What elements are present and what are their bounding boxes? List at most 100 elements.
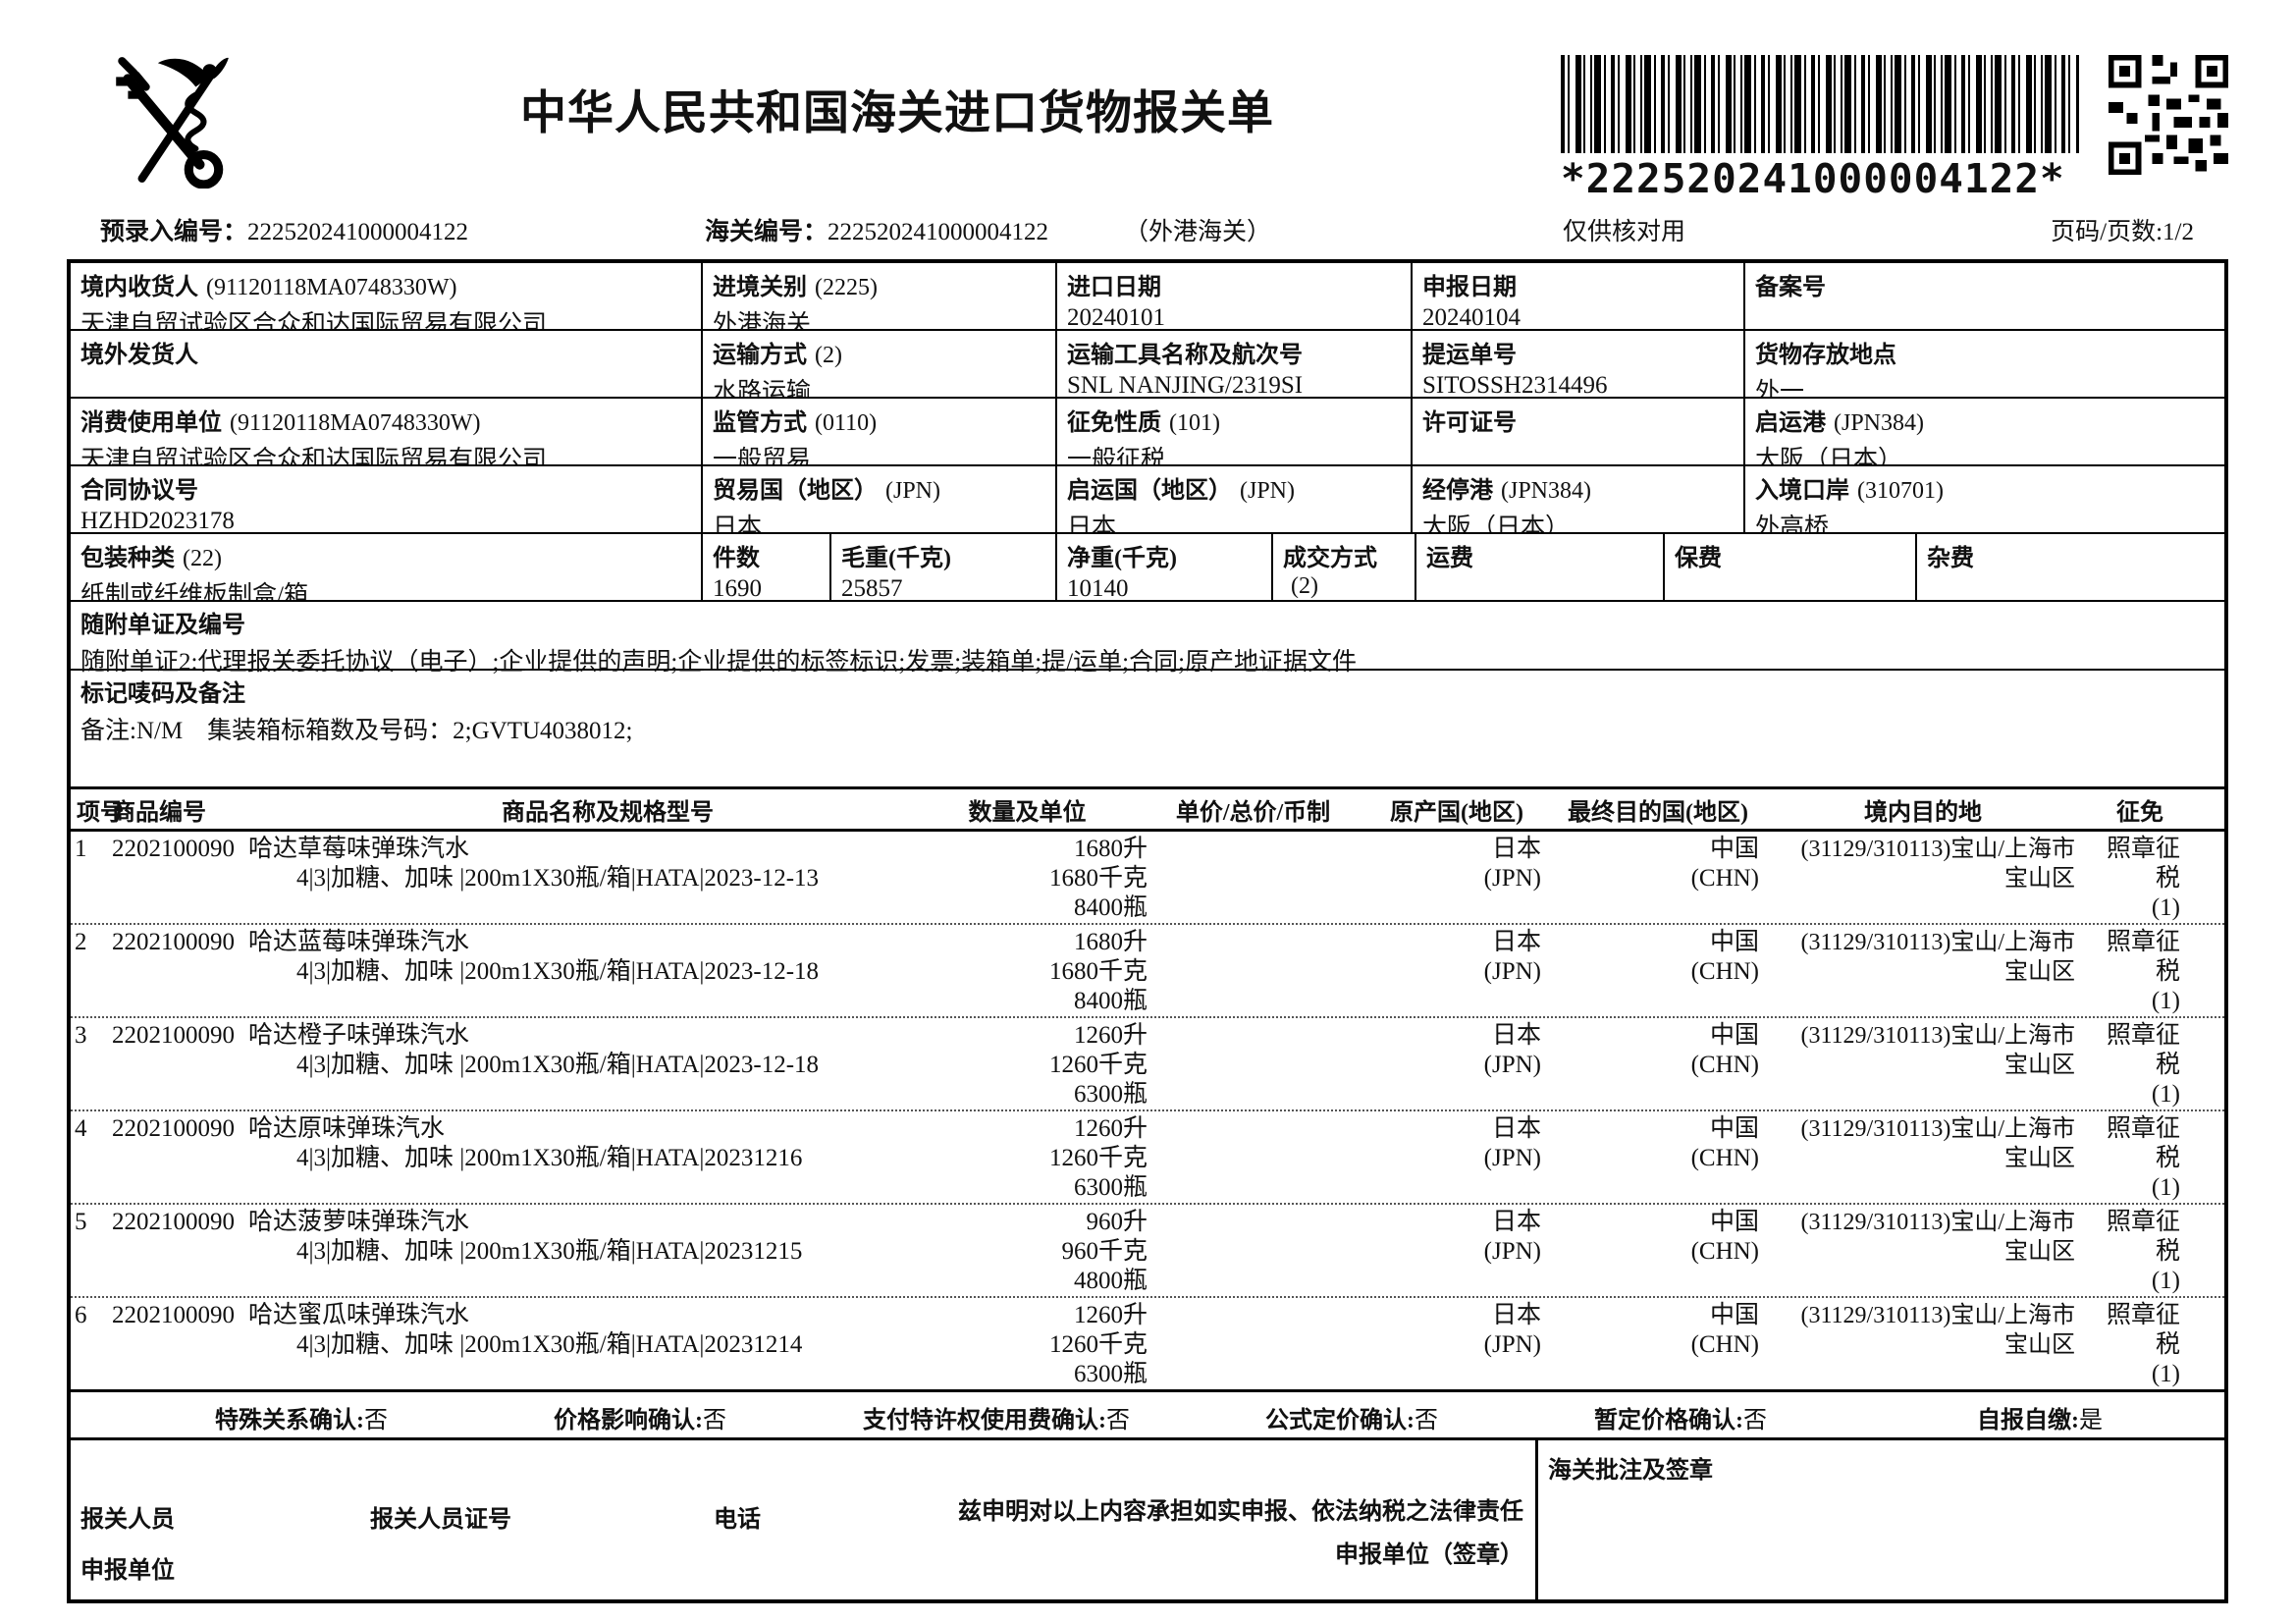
- col-levy: 征免: [2116, 799, 2163, 826]
- item-no: 4: [75, 1115, 87, 1142]
- item-quantity: 960升 960千克 4800瓶: [1061, 1209, 1148, 1294]
- item-dest-country: 中国 (CHN): [1690, 836, 1759, 892]
- confirm-self-declare-pay: 自报自缴:是: [1977, 1408, 2103, 1434]
- item-code: 2202100090: [112, 1022, 235, 1049]
- item-quantity: 1680升 1680千克 8400瓶: [1048, 929, 1148, 1014]
- col-dest-country: 最终目的国(地区): [1568, 799, 1748, 826]
- confirm-special-relation: 特殊关系确认:否: [215, 1408, 388, 1434]
- item-origin-country: 日本 (JPN): [1483, 1302, 1541, 1358]
- field-bl-no: 提运单号 SITOSSH2314496: [1411, 331, 1743, 397]
- item-goods: 2202100090 哈达菠萝味弹珠汽水 4|3|加糖、加味 |200m1X30瓶…: [112, 1208, 907, 1296]
- customs-number: 海关编号：222520241000004122: [705, 212, 1048, 247]
- declare-unit-label: 申报单位: [80, 1558, 175, 1584]
- info-row-4: 合同协议号 HZHD2023178 贸易国（地区） (JPN) 日本 启运国（地区…: [71, 466, 2224, 534]
- item-origin-country: 日本 (JPN): [1483, 929, 1541, 985]
- item-price: [1148, 1114, 1359, 1203]
- item-code: 2202100090: [112, 1115, 235, 1142]
- field-record-no: 备案号: [1743, 263, 2224, 329]
- field-misc-fees: 杂费: [1915, 534, 2224, 600]
- item-spec: 4|3|加糖、加味 |200m1X30瓶/箱|HATA|2023-12-13: [296, 865, 820, 892]
- declaration-form: 境内收货人 (91120118MA0748330W) 天津自贸试验区合众和达国际贸…: [67, 259, 2228, 1603]
- items-table-header: 项号 商品编号 商品名称及规格型号 数量及单位 单价/总价/币制 原产国(地区)…: [71, 789, 2224, 832]
- item-no: 2: [75, 929, 87, 955]
- item-goods: 2202100090 哈达蜜瓜味弹珠汽水 4|3|加糖、加味 |200m1X30瓶…: [112, 1301, 907, 1389]
- customs-number-value: 222520241000004122: [828, 219, 1049, 245]
- item-domestic-dest: (31129/310113)宝山/上海市 宝山区: [1800, 837, 2075, 892]
- field-consumer-unit: 消费使用单位 (91120118MA0748330W) 天津自贸试验区合众和达国际…: [80, 410, 548, 464]
- item-no: 3: [75, 1022, 87, 1049]
- item-quantity: 1260升 1260千克 6300瓶: [1048, 1022, 1148, 1108]
- item-dest-country: 中国 (CHN): [1690, 1209, 1759, 1265]
- barcode-text: *222520241000004122*: [1561, 155, 2065, 202]
- item-levy-mode: 照章征税 (1): [2106, 836, 2180, 921]
- col-domestic-dest: 境内目的地: [1864, 799, 1982, 826]
- customs-number-label: 海关编号：: [705, 219, 828, 245]
- items-body: 1 2202100090 哈达草莓味弹珠汽水 4|3|加糖、加味 |200m1X3…: [71, 832, 2224, 1389]
- document-header: 中华人民共和国海关进口货物报关单 *222520241000004122*: [67, 0, 2228, 202]
- item-levy-mode: 照章征税 (1): [2106, 929, 2180, 1014]
- item-name: 哈达菠萝味弹珠汽水: [248, 1209, 470, 1235]
- item-levy-mode: 照章征税 (1): [2106, 1302, 2180, 1387]
- item-levy-mode: 照章征税 (1): [2106, 1022, 2180, 1108]
- table-row: 2 2202100090 哈达蓝莓味弹珠汽水 4|3|加糖、加味 |200m1X3…: [71, 923, 2224, 1016]
- pre-entry-label: 预录入编号：: [100, 219, 248, 245]
- col-origin-country: 原产国(地区): [1390, 799, 1523, 826]
- col-quantity-unit: 数量及单位: [968, 799, 1087, 826]
- item-origin-country: 日本 (JPN): [1483, 836, 1541, 892]
- customs-emblem-icon: [116, 57, 229, 189]
- confirm-formula-pricing: 公式定价确认:否: [1265, 1408, 1438, 1434]
- item-spec: 4|3|加糖、加味 |200m1X30瓶/箱|HATA|2023-12-18: [296, 1052, 820, 1078]
- field-license-no: 许可证号: [1411, 399, 1743, 464]
- field-trade-country: 贸易国（地区） (JPN) 日本: [701, 466, 1055, 532]
- pre-entry-value: 222520241000004122: [247, 219, 469, 245]
- meta-row: 预录入编号：222520241000004122 海关编号：2225202410…: [67, 212, 2228, 251]
- field-transit-port: 经停港 (JPN384) 大阪（日本）: [1411, 466, 1743, 532]
- field-storage-place: 货物存放地点 外一: [1743, 331, 2224, 397]
- confirm-price-influence: 价格影响确认:否: [554, 1408, 726, 1434]
- item-origin-country: 日本 (JPN): [1483, 1209, 1541, 1265]
- field-transaction-mode: 成交方式(2) C&F: [1271, 534, 1415, 600]
- field-declare-date: 申报日期 20240104: [1411, 263, 1743, 329]
- item-origin-country: 日本 (JPN): [1483, 1115, 1541, 1171]
- declare-unit-seal-label: 申报单位（签章）: [1335, 1542, 1523, 1568]
- page-title: 中华人民共和国海关进口货物报关单: [520, 88, 1274, 139]
- check-note: 仅供核对用: [1563, 219, 1686, 245]
- table-row: 5 2202100090 哈达菠萝味弹珠汽水 4|3|加糖、加味 |200m1X3…: [71, 1203, 2224, 1296]
- field-insurance: 保费: [1663, 534, 1915, 600]
- info-row-2: 境外发货人 运输方式 (2) 水路运输 运输工具名称及航次号 SNL NANJIN…: [71, 331, 2224, 399]
- item-spec: 4|3|加糖、加味 |200m1X30瓶/箱|HATA|20231214: [296, 1331, 803, 1358]
- col-item-no: 项号: [77, 799, 124, 826]
- item-quantity: 1260升 1260千克 6300瓶: [1048, 1302, 1148, 1387]
- field-entry-port: 入境口岸 (310701) 外高桥: [1743, 466, 2224, 532]
- item-dest-country: 中国 (CHN): [1690, 1302, 1759, 1358]
- declarant-box: 报关人员 报关人员证号 电话 兹申明对以上内容承担如实申报、依法纳税之法律责任 …: [71, 1440, 1538, 1599]
- field-transport-mode: 运输方式 (2) 水路运输: [701, 331, 1055, 397]
- field-package-type: 包装种类 (22) 纸制或纤维板制盒/箱: [80, 546, 308, 600]
- item-quantity: 1260升 1260千克 6300瓶: [1048, 1115, 1148, 1201]
- table-row: 1 2202100090 哈达草莓味弹珠汽水 4|3|加糖、加味 |200m1X3…: [71, 832, 2224, 923]
- item-name: 哈达草莓味弹珠汽水: [248, 836, 470, 862]
- field-import-date: 进口日期 20240101: [1055, 263, 1411, 329]
- table-row: 6 2202100090 哈达蜜瓜味弹珠汽水 4|3|加糖、加味 |200m1X3…: [71, 1296, 2224, 1389]
- field-contract-no: 合同协议号 HZHD2023178: [80, 478, 235, 532]
- item-code: 2202100090: [112, 836, 235, 862]
- barcode-bars-icon: [1561, 55, 2079, 153]
- item-code: 2202100090: [112, 929, 235, 955]
- declaration-statement: 兹申明对以上内容承担如实申报、依法纳税之法律责任: [958, 1499, 1523, 1525]
- item-goods: 2202100090 哈达橙子味弹珠汽水 4|3|加糖、加味 |200m1X30瓶…: [112, 1021, 907, 1109]
- field-attached-documents: 随附单证及编号 随附单证2:代理报关委托协议（电子）;企业提供的声明;企业提供的…: [71, 602, 2224, 676]
- field-levy-nature: 征免性质 (101) 一般征税: [1055, 399, 1411, 464]
- item-levy-mode: 照章征税 (1): [2106, 1115, 2180, 1201]
- item-domestic-dest: (31129/310113)宝山/上海市 宝山区: [1800, 930, 2075, 985]
- field-entry-customs: 进境关别 (2225) 外港海关: [701, 263, 1055, 329]
- item-goods: 2202100090 哈达草莓味弹珠汽水 4|3|加糖、加味 |200m1X30瓶…: [112, 835, 907, 923]
- item-code: 2202100090: [112, 1302, 235, 1328]
- field-supervision-mode: 监管方式 (0110) 一般贸易: [701, 399, 1055, 464]
- code-block: *222520241000004122*: [1561, 55, 2228, 202]
- item-code: 2202100090: [112, 1209, 235, 1235]
- customs-endorsement-box: 海关批注及签章: [1538, 1440, 2224, 1599]
- pre-entry-number: 预录入编号：222520241000004122: [100, 212, 468, 247]
- table-row: 3 2202100090 哈达橙子味弹珠汽水 4|3|加糖、加味 |200m1X3…: [71, 1016, 2224, 1109]
- field-net-weight: 净重(千克) 10140: [1055, 534, 1271, 600]
